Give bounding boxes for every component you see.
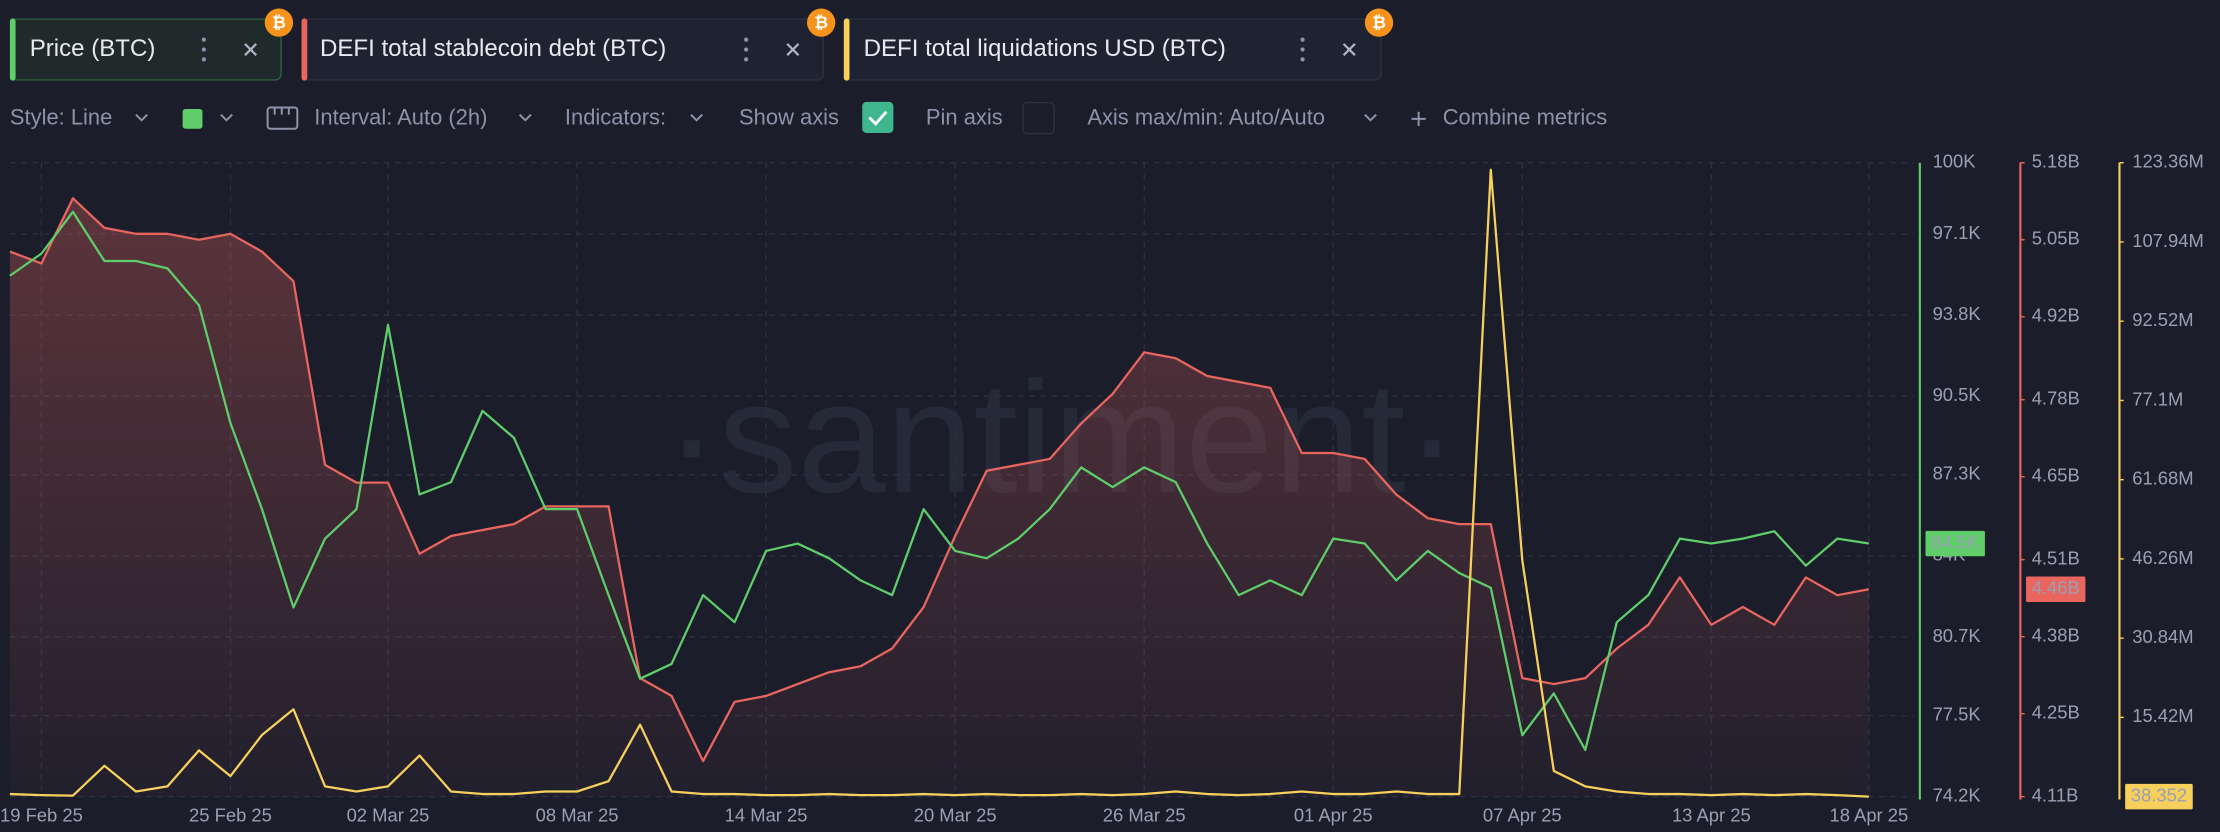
- y-tick-label: 77.5K: [1933, 703, 1982, 724]
- y-tick-label: 5.18B: [2032, 151, 2080, 172]
- y-tick-label: 4.92B: [2032, 305, 2080, 326]
- btc-icon-glyph: ₿: [1372, 13, 1386, 32]
- y-tick-label: 123.36M: [2132, 151, 2204, 172]
- y-tick-label: 107.94M: [2132, 230, 2204, 251]
- tab-color-bar: [301, 18, 308, 81]
- chevron: [135, 113, 148, 122]
- series-line: [9, 197, 1870, 763]
- last-value-label: 38.352: [2131, 784, 2187, 805]
- x-tick-label: 02 Mar 25: [347, 804, 430, 825]
- tab-color-bar: [9, 18, 16, 81]
- y-tick-label: 5.05B: [2032, 228, 2080, 249]
- chevron: [1364, 113, 1377, 122]
- y-tick-label: 100K: [1933, 151, 1977, 172]
- indicators-select[interactable]: Indicators:: [565, 105, 666, 130]
- btc-icon-glyph: ₿: [814, 13, 828, 32]
- y-tick-label: 4.38B: [2032, 625, 2080, 646]
- y-tick-label: 30.84M: [2132, 626, 2193, 647]
- y-tick-label: 4.11B: [2032, 784, 2079, 805]
- y-tick-label: 4.78B: [2032, 388, 2080, 409]
- y-tick-label: 77.1M: [2132, 388, 2183, 409]
- last-value-badge: [1925, 530, 1985, 557]
- close-button[interactable]: [1342, 43, 1356, 56]
- more-button[interactable]: [201, 37, 207, 62]
- close-button[interactable]: [786, 43, 800, 56]
- tab[interactable]: DEFI total stablecoin debt (BTC) ₿: [301, 8, 836, 81]
- y-tick-label: 4.51B: [2032, 548, 2080, 569]
- x-tick-label: 07 Apr 25: [1483, 804, 1562, 825]
- series-area: [9, 198, 1869, 797]
- chevron: [690, 113, 703, 122]
- close-button[interactable]: [244, 43, 258, 56]
- y-tick-label: 15.42M: [2132, 705, 2193, 726]
- interval-select[interactable]: Interval: Auto (2h): [314, 105, 487, 130]
- y-tick-label: 90.5K: [1933, 384, 1982, 405]
- last-value-label: 84.5K: [1931, 531, 1980, 552]
- x-tick-label: 13 Apr 25: [1672, 804, 1751, 825]
- color-picker[interactable]: [182, 108, 203, 129]
- tab[interactable]: DEFI total liquidations USD (BTC) ₿: [843, 8, 1394, 81]
- y-tick-label: 4.25B: [2032, 702, 2080, 723]
- pin-axis-checkbox[interactable]: [1022, 101, 1055, 135]
- y-tick-label: 74.2K: [1933, 784, 1982, 805]
- plus-icon: [1411, 111, 1426, 126]
- btc-icon: [264, 8, 294, 37]
- y-tick-label: 92.52M: [2132, 309, 2193, 330]
- series-line: [9, 168, 1869, 798]
- chevron: [518, 113, 532, 122]
- y-tick-label: 80.7K: [1933, 625, 1982, 646]
- last-value-badge: [2026, 576, 2086, 603]
- tab[interactable]: Price (BTC) ₿: [9, 8, 294, 81]
- tab-color-bar: [843, 18, 850, 81]
- last-value-badge: [2125, 783, 2193, 810]
- x-tick-label: 14 Mar 25: [725, 804, 808, 825]
- tab-label: Price (BTC): [30, 35, 156, 62]
- y-tick-label: 61.68M: [2132, 468, 2193, 489]
- x-tick-label: 01 Apr 25: [1294, 804, 1373, 825]
- axis-minmax-select[interactable]: Axis max/min: Auto/Auto: [1087, 105, 1325, 130]
- tab-label: DEFI total stablecoin debt (BTC): [320, 35, 666, 62]
- btc-icon-glyph: ₿: [272, 13, 286, 32]
- last-value-label: 4.46B: [2032, 577, 2080, 598]
- show-axis-label: Show axis: [739, 105, 839, 130]
- y-tick-label: 87.3K: [1933, 463, 1982, 484]
- btc-icon: [1364, 8, 1394, 37]
- chart: 19 Feb 25 25 Feb 25 02 Mar 25 08 Mar 25 14 M…: [0, 151, 2204, 826]
- series-line: [9, 210, 1870, 752]
- style-select[interactable]: Style: Line: [10, 105, 112, 130]
- x-tick-label: 08 Mar 25: [536, 804, 619, 825]
- x-tick-label: 18 Apr 25: [1829, 804, 1908, 825]
- btc-icon: [807, 8, 836, 37]
- more-button[interactable]: [744, 37, 749, 62]
- y-tick-label: 4.65B: [2032, 465, 2080, 486]
- x-tick-label: 26 Mar 25: [1103, 804, 1186, 825]
- chevron: [220, 113, 233, 122]
- checkmark: [868, 110, 888, 126]
- combine-metrics-button[interactable]: Combine metrics: [1443, 105, 1608, 130]
- x-tick-label: 25 Feb 25: [189, 804, 272, 825]
- show-axis-checkbox[interactable]: [862, 101, 894, 134]
- pin-axis-label: Pin axis: [926, 105, 1003, 130]
- tab-label: DEFI total liquidations USD (BTC): [864, 35, 1226, 62]
- x-tick-label: 19 Feb 25: [0, 804, 83, 825]
- y-tick-label: 97.1K: [1933, 222, 1982, 243]
- interval-icon: [266, 106, 299, 130]
- more-button[interactable]: [1300, 37, 1305, 62]
- y-tick-label: 46.26M: [2132, 547, 2193, 568]
- y-tick-label: 93.8K: [1933, 303, 1982, 324]
- x-tick-label: 20 Mar 25: [914, 804, 997, 825]
